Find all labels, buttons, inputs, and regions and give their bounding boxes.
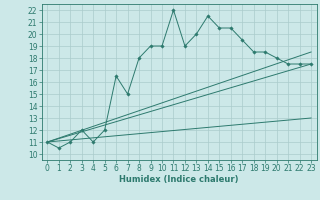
X-axis label: Humidex (Indice chaleur): Humidex (Indice chaleur) (119, 175, 239, 184)
